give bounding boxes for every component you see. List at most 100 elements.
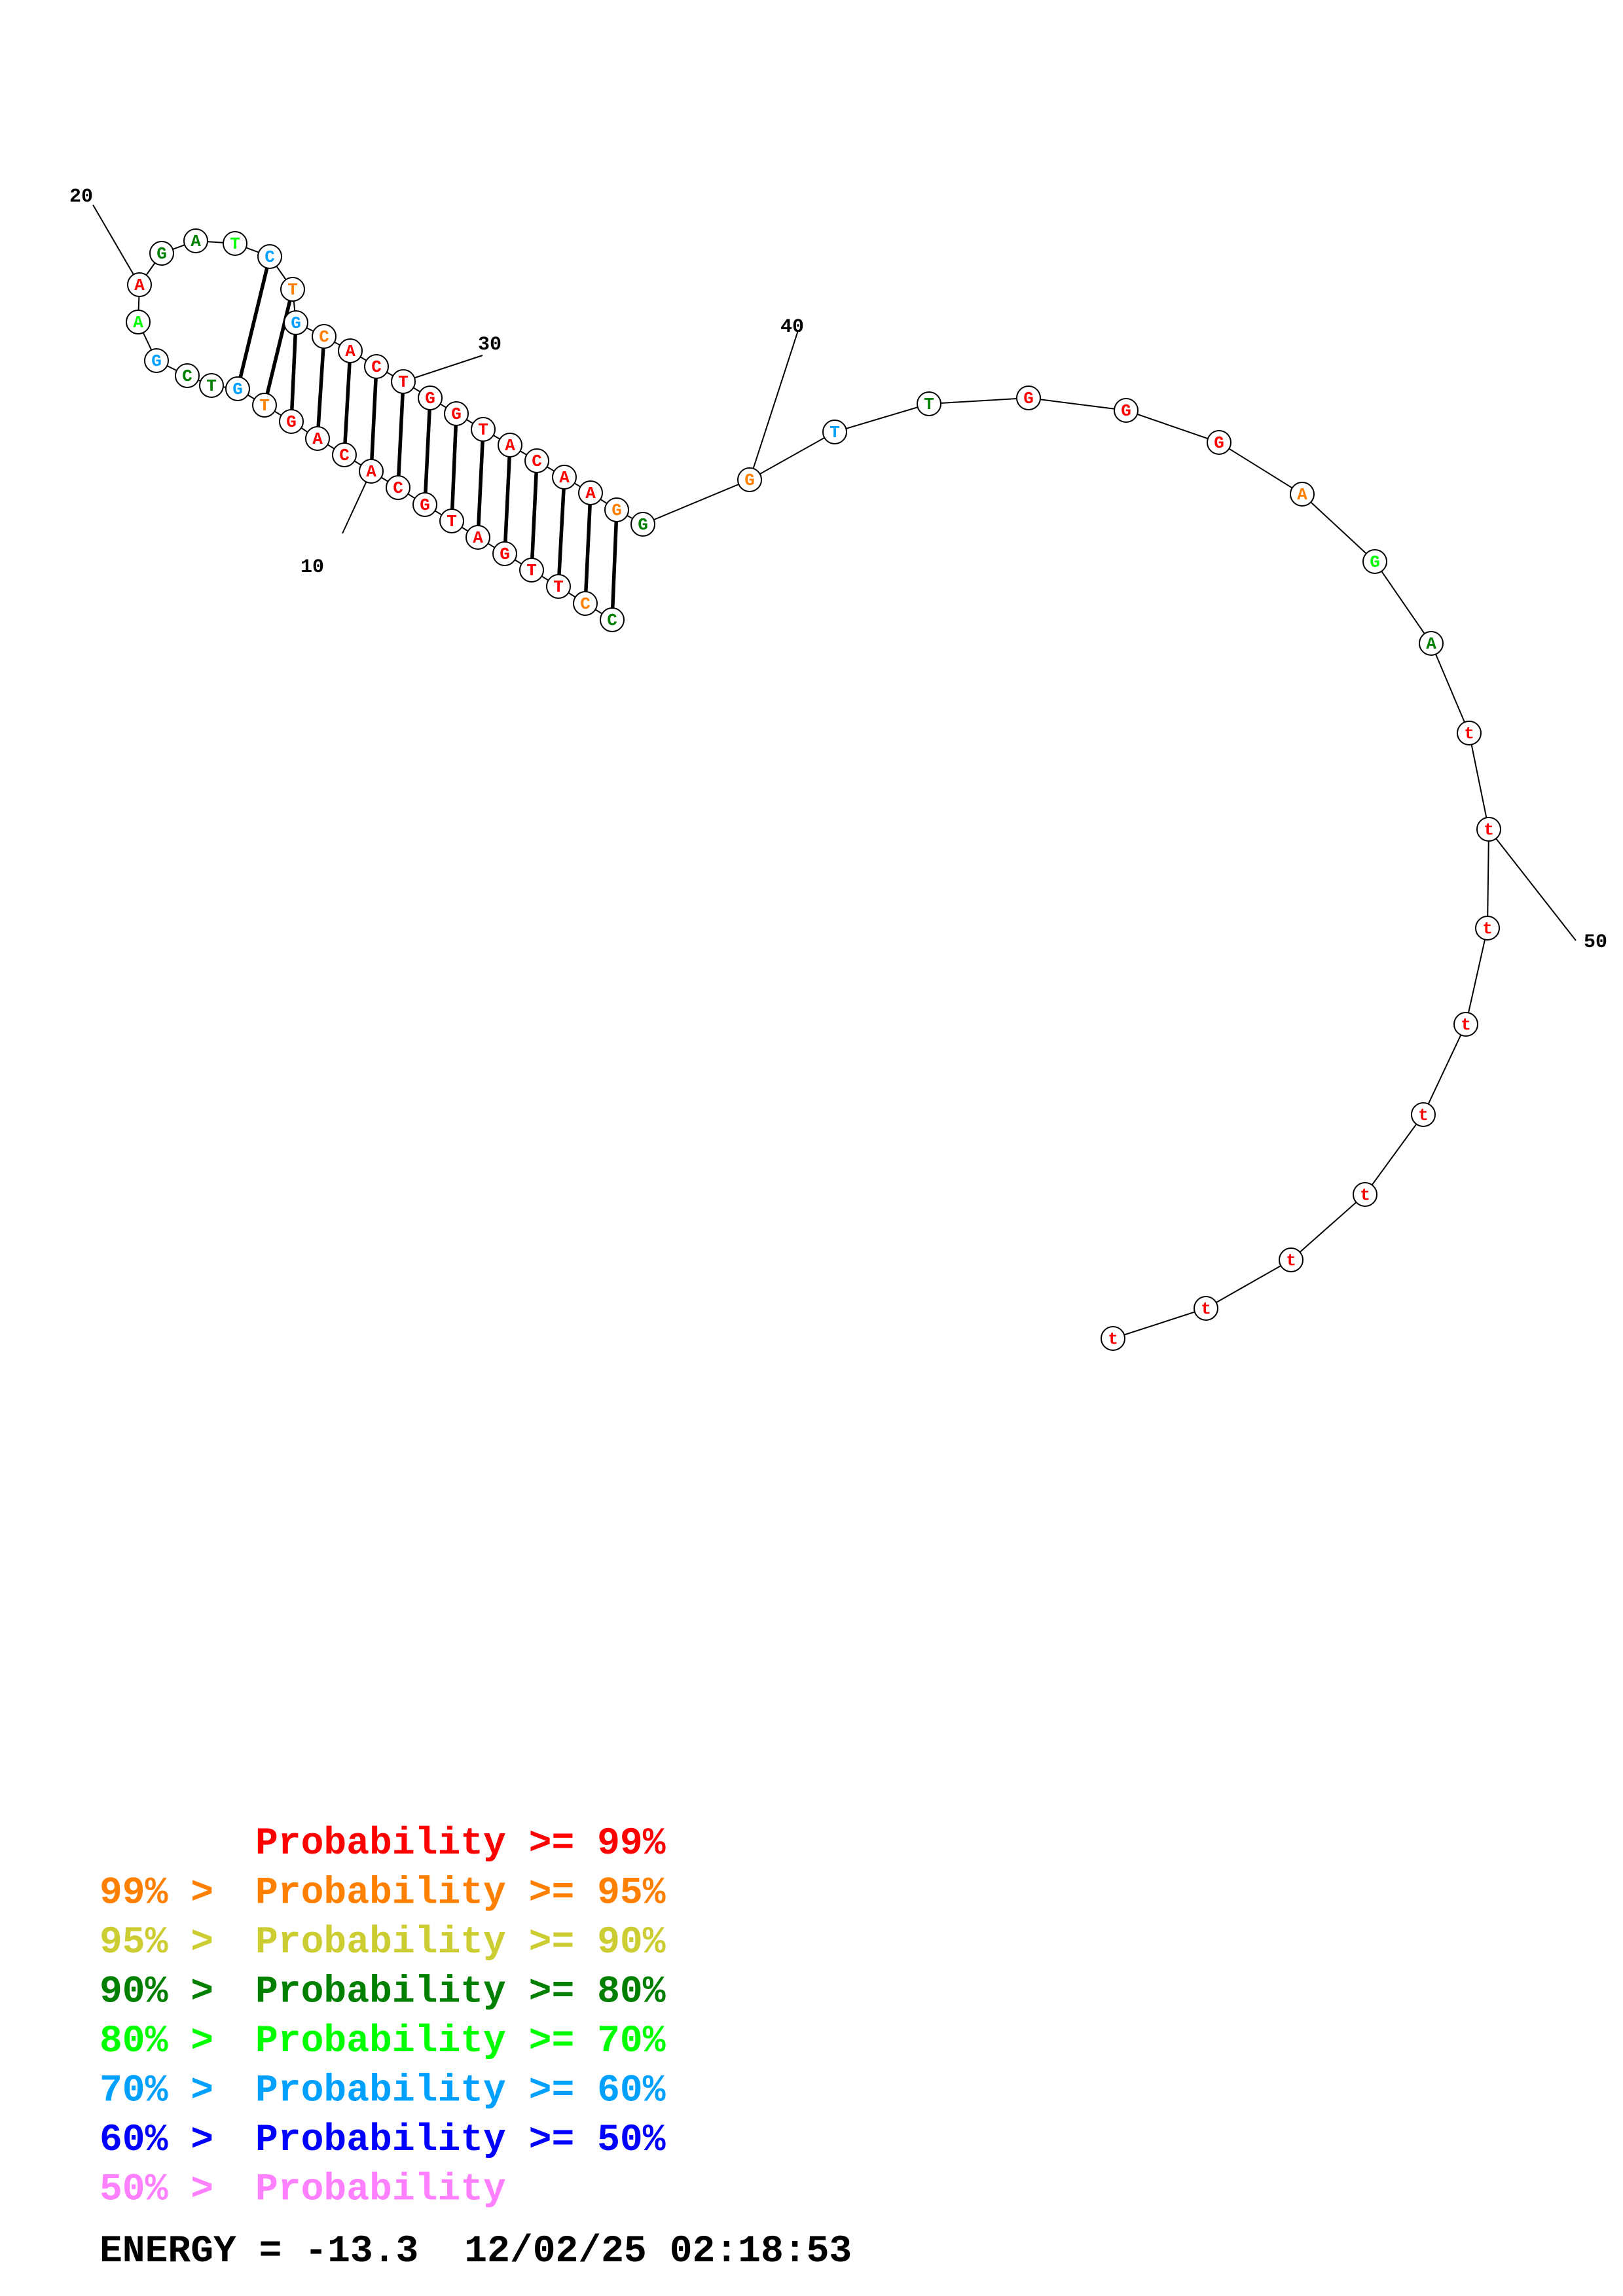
nucleotide-circle [175,363,200,388]
nucleotide-circle [604,497,629,522]
base-pair-bond [584,504,592,592]
nucleotide-letter: t [1418,1105,1429,1125]
nucleotide: T [471,417,496,442]
nucleotide-circle [257,244,282,269]
nucleotide-letter: T [447,512,457,531]
tick-label-50: 50 [1584,931,1607,954]
nucleotide: G [444,401,469,426]
nucleotide: A [465,525,490,550]
nucleotide: C [312,324,337,349]
nucleotide-letter: G [1121,401,1131,421]
nucleotide: T [917,391,941,416]
tick-line-40 [749,330,799,480]
tick-label-30: 30 [478,334,501,356]
nucleotide-letter: A [191,232,201,251]
nucleotide-circle [822,420,847,444]
nucleotide-circle [630,512,655,537]
nucleotide: T [546,574,571,599]
nucleotide-letter: G [291,314,301,333]
nucleotide-circle [183,228,208,253]
nucleotide-letter: C [371,357,382,377]
nucleotide: G [149,241,174,266]
nucleotide: t [1457,721,1482,745]
nucleotide-circle [439,509,464,533]
nucleotide-letter: t [1464,724,1474,744]
nucleotide: A [498,433,522,457]
nucleotide-letter: G [156,244,167,264]
nucleotide: G [279,409,304,434]
nucleotide: T [391,369,416,394]
nucleotide-letter: t [1461,1015,1471,1035]
nucleotide-circle [498,433,522,457]
legend-prefix: 50% > [100,2169,236,2212]
nucleotide-circle [1457,721,1482,745]
nucleotide-circle [1016,386,1041,410]
base-pair-bond [397,393,405,476]
nucleotide-circle [737,467,762,492]
date-stamp: 12/02/25 [464,2231,646,2273]
nucleotide-circle [471,417,496,442]
nucleotide-letter: T [230,234,240,254]
nucleotide: A [552,465,577,490]
nucleotide-letter: G [232,380,243,399]
nucleotide-letter: A [366,462,376,482]
nucleotide-letter: G [500,545,510,564]
nucleotide: t [1453,1012,1478,1037]
legend-label: Probability [255,2169,506,2212]
nucleotide-circle [1114,398,1139,423]
nucleotide-letter: C [393,478,403,498]
nucleotide: T [252,393,277,418]
energy-value: -13.3 [304,2231,418,2273]
nucleotide-circle [149,241,174,266]
nucleotide: G [144,348,169,373]
nucleotide-letter: T [259,396,270,416]
nucleotide: G [1016,386,1041,410]
base-pair-bond [477,440,484,526]
base-pair-bond [530,472,538,559]
legend-prefix: 90% > [100,1971,236,2014]
nucleotide: C [257,244,282,269]
nucleotide: C [175,363,200,388]
nucleotide-circle [524,448,549,473]
nucleotide: G [630,512,655,537]
nucleotide-letter: T [478,420,488,440]
nucleotide: A [126,310,151,334]
nucleotide-letter: C [182,367,192,386]
nucleotide-letter: A [1426,634,1436,654]
base-pair-bond [450,425,458,510]
nucleotide: C [364,354,389,379]
base-pair-bond [424,409,431,493]
nucleotide: G [1114,398,1139,423]
probability-legend: Probability >= 99% 99% > Probability >= 9… [100,1823,666,2212]
nucleotide: T [199,373,224,398]
nucleotide-letter: A [559,468,570,488]
nucleotide: G [604,497,629,522]
nucleotide: T [519,558,544,583]
nucleotide-circle [519,558,544,583]
legend-row: 60% > Probability >= 50% [100,2119,666,2162]
legend-label: Probability >= 90% [255,1922,666,1964]
nucleotide: A [1419,631,1444,656]
nucleotide-circle [465,525,490,550]
nucleotide-letter: t [1482,919,1493,939]
nucleotide: t [1194,1296,1218,1321]
energy-footer-text: ENERGY = -13.3 12/02/25 02:18:53 [100,2231,852,2273]
nucleotide-circle [1207,430,1231,455]
nucleotide-circle [546,574,571,599]
nucleotide-circle [338,338,363,363]
nucleotide-letter: T [526,561,537,581]
nucleotide: C [386,475,410,500]
nucleotide-letter: G [451,404,462,424]
nucleotide: C [573,591,598,616]
nucleotide: A [1290,482,1315,507]
tick-label-20: 20 [69,186,93,208]
nucleotide: G [225,376,250,401]
legend-row: 90% > Probability >= 80% [100,1971,666,2014]
time-stamp: 02:18:53 [670,2231,852,2273]
nucleotide-circle [1101,1326,1125,1351]
nucleotide-circle [573,591,598,616]
legend-prefix: 99% > [100,1873,236,1915]
nucleotide: G [737,467,762,492]
nucleotide-circle [386,475,410,500]
legend-prefix: 80% > [100,2020,236,2063]
